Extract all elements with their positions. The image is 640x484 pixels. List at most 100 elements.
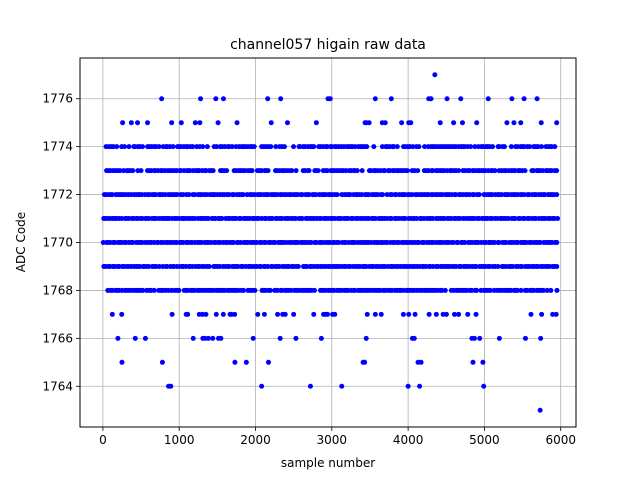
data-point (400, 311, 406, 317)
data-point (114, 144, 120, 150)
data-point (140, 287, 146, 293)
data-point (197, 120, 203, 126)
data-point (364, 144, 370, 150)
data-point (412, 311, 418, 317)
data-point (452, 311, 458, 317)
data-point (268, 144, 274, 150)
data-point (519, 263, 525, 269)
data-point (391, 144, 397, 150)
data-point (496, 335, 502, 341)
data-point (205, 335, 211, 341)
data-point (554, 120, 560, 126)
data-point (135, 120, 141, 126)
y-tick-label: 1764 (42, 379, 73, 393)
data-point (462, 240, 468, 245)
data-point (405, 168, 411, 174)
data-point (451, 120, 457, 126)
x-axis-ticks: 0 1000 2000 3000 4000 5000 6000 (99, 427, 576, 447)
data-point (477, 335, 483, 341)
data-point (332, 311, 338, 317)
data-point (554, 192, 560, 198)
data-point (299, 192, 305, 198)
data-point (311, 311, 317, 317)
data-point (538, 335, 544, 341)
data-point (554, 263, 560, 269)
data-point (192, 120, 198, 126)
data-point (415, 168, 421, 174)
data-point (509, 96, 515, 102)
data-point (522, 335, 528, 341)
data-point (278, 96, 284, 102)
data-point (473, 311, 479, 317)
data-point (299, 216, 305, 222)
data-point (282, 311, 288, 317)
data-point (199, 311, 205, 317)
data-point (554, 287, 560, 293)
data-point (306, 168, 312, 174)
data-point (406, 311, 412, 317)
data-point (371, 144, 377, 150)
data-point (508, 144, 514, 150)
x-tick-label: 4000 (393, 433, 424, 447)
data-point (552, 144, 558, 150)
data-point (210, 335, 216, 341)
data-point (535, 144, 541, 150)
data-point (471, 335, 477, 341)
data-point (553, 311, 559, 317)
data-point (324, 168, 330, 174)
data-point (378, 311, 384, 317)
y-axis-ticks: 1764 1766 1768 1770 1772 1774 1776 (42, 92, 80, 393)
data-point (119, 359, 125, 365)
data-point (307, 383, 313, 389)
data-point (168, 383, 174, 389)
data-point (539, 311, 545, 317)
data-point (554, 240, 560, 245)
data-point (190, 335, 196, 341)
data-point (456, 168, 462, 174)
data-point (539, 144, 545, 150)
data-point (555, 216, 561, 222)
data-point (540, 287, 546, 293)
x-tick-label: 0 (99, 433, 107, 447)
data-point (354, 168, 360, 174)
data-point (249, 168, 255, 174)
data-point (379, 144, 385, 150)
data-point (504, 120, 510, 126)
data-point (291, 144, 297, 150)
data-point (327, 96, 333, 102)
data-point (554, 168, 560, 174)
data-point (474, 287, 480, 293)
data-point (495, 263, 501, 269)
data-point (214, 144, 220, 150)
data-point (251, 144, 257, 150)
data-point (293, 168, 299, 174)
data-point (281, 144, 287, 150)
data-point (185, 311, 191, 317)
data-point (156, 144, 162, 150)
data-point (213, 311, 219, 317)
data-point (468, 144, 474, 150)
data-point (115, 335, 121, 341)
data-point (416, 144, 422, 150)
data-point (128, 120, 134, 126)
data-point (130, 168, 136, 174)
data-point (490, 144, 496, 150)
data-point (176, 287, 182, 293)
data-point (534, 96, 540, 102)
data-point (492, 168, 498, 174)
data-point (277, 335, 283, 341)
data-point (408, 120, 414, 126)
y-tick-label: 1768 (42, 283, 73, 297)
data-point (265, 96, 271, 102)
data-point (550, 311, 556, 317)
data-point (126, 144, 132, 150)
data-point (410, 144, 416, 150)
data-point (442, 287, 448, 293)
data-point (109, 311, 115, 317)
data-point (132, 335, 138, 341)
data-point (145, 120, 151, 126)
data-point (444, 96, 450, 102)
data-point (140, 144, 146, 150)
